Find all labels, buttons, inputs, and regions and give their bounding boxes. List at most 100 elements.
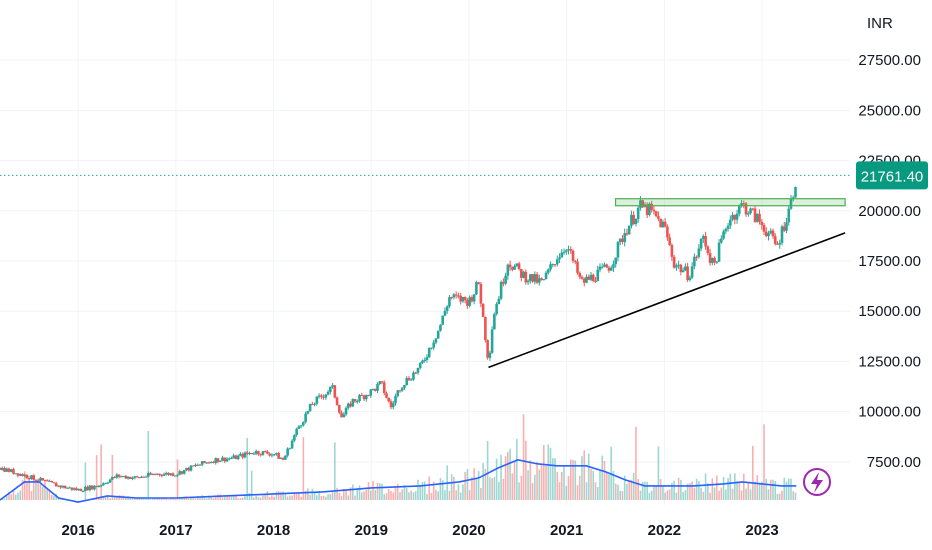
candle-body	[360, 395, 364, 397]
candle-body	[488, 352, 492, 358]
candle-body	[773, 236, 777, 244]
candle-body	[50, 480, 53, 483]
candle-body	[448, 297, 451, 307]
volume-bar	[214, 495, 217, 500]
candle-body	[236, 455, 240, 460]
x-tick-label: 2023	[745, 522, 778, 539]
volume-bar	[558, 482, 561, 500]
candle-body	[72, 488, 76, 490]
volume-bar	[695, 478, 698, 500]
candle-body	[248, 453, 251, 455]
volume-bar	[614, 483, 617, 500]
volume-bar	[437, 491, 439, 500]
candle-body	[603, 264, 606, 267]
candle-body	[178, 471, 182, 475]
candle-body	[23, 474, 27, 477]
volume-bar	[639, 490, 642, 500]
volume-bar	[194, 498, 197, 500]
candle-body	[468, 297, 471, 306]
candle-body	[230, 458, 233, 460]
volume-bar	[268, 497, 271, 500]
volume-bar	[489, 477, 491, 500]
volume-bar	[560, 471, 563, 500]
candle-body	[589, 274, 593, 280]
volume-bar	[46, 488, 48, 500]
volume-bar	[556, 472, 559, 500]
volume-bar	[232, 495, 235, 500]
y-axis[interactable]: 7500.00 10000.00 12500.00 15000.00 17500.00 2…	[858, 52, 921, 471]
candle-body	[439, 324, 442, 331]
volume-bar	[572, 459, 574, 500]
candle-body	[423, 359, 427, 361]
volume-bar	[156, 498, 159, 500]
volume-bar	[219, 494, 222, 500]
candle-body	[576, 261, 579, 273]
volume-bar	[318, 491, 320, 500]
volume-bar	[587, 453, 590, 500]
volume-bar	[666, 490, 669, 500]
volume-bar	[585, 482, 588, 500]
volume-bar	[253, 497, 255, 500]
candle-body	[571, 250, 575, 261]
volume-bar	[464, 472, 466, 500]
volume-bar	[590, 468, 592, 500]
volume-bar	[412, 492, 415, 500]
candle-body	[657, 216, 660, 219]
candle-body	[549, 264, 552, 270]
candle-body	[764, 231, 768, 237]
candle-body	[686, 266, 689, 281]
candle-body	[762, 224, 766, 232]
volume-bar	[93, 498, 96, 500]
candle-body	[326, 391, 330, 395]
volume-bar	[349, 487, 352, 500]
volume-bar	[792, 491, 795, 500]
volume-bar	[637, 478, 639, 500]
candle-body	[290, 440, 294, 449]
volume-bar	[767, 489, 770, 500]
candle-body	[153, 474, 157, 476]
candle-body	[564, 250, 568, 252]
candle-body	[720, 238, 723, 243]
volume-bar	[181, 497, 183, 500]
candle-body	[526, 280, 530, 283]
candle-body	[434, 338, 438, 343]
candle-body	[675, 265, 678, 268]
candle-body	[293, 435, 296, 441]
volume-bar	[760, 481, 763, 500]
volume-ma-line	[0, 458, 797, 503]
candle-body	[670, 244, 674, 257]
candle-body	[21, 474, 24, 477]
candle-body	[32, 475, 36, 480]
candle-body	[297, 426, 301, 429]
volume-bar	[286, 496, 289, 500]
candle-body	[77, 488, 80, 491]
candle-body	[558, 257, 561, 260]
candle-body	[200, 461, 204, 465]
candle-body	[502, 281, 505, 284]
candle-body	[472, 294, 476, 302]
candle-body	[475, 282, 478, 295]
volume-bar	[246, 437, 248, 500]
volume-bars	[0, 414, 797, 503]
candle-body	[369, 389, 373, 396]
volume-bar	[340, 495, 343, 500]
volume-bar	[107, 496, 109, 500]
candle-body	[308, 404, 312, 411]
volume-bar	[473, 468, 475, 500]
lightning-bolt-icon[interactable]	[803, 468, 831, 496]
volume-bar	[617, 484, 619, 500]
candle-body	[355, 401, 359, 403]
volume-bar	[522, 414, 525, 500]
candle-body	[427, 348, 431, 358]
volume-bar	[565, 486, 568, 500]
x-axis[interactable]: 2016 2017 2018 2019 2020 2021 2022 2023	[61, 522, 778, 539]
volume-bar	[653, 485, 655, 500]
x-tick-label: 2019	[355, 522, 388, 539]
candle-body	[746, 213, 750, 215]
candle-body	[690, 266, 694, 278]
volume-bar	[603, 460, 606, 500]
candle-body	[717, 242, 721, 262]
volume-bar	[172, 498, 174, 500]
candle-body	[454, 294, 458, 296]
